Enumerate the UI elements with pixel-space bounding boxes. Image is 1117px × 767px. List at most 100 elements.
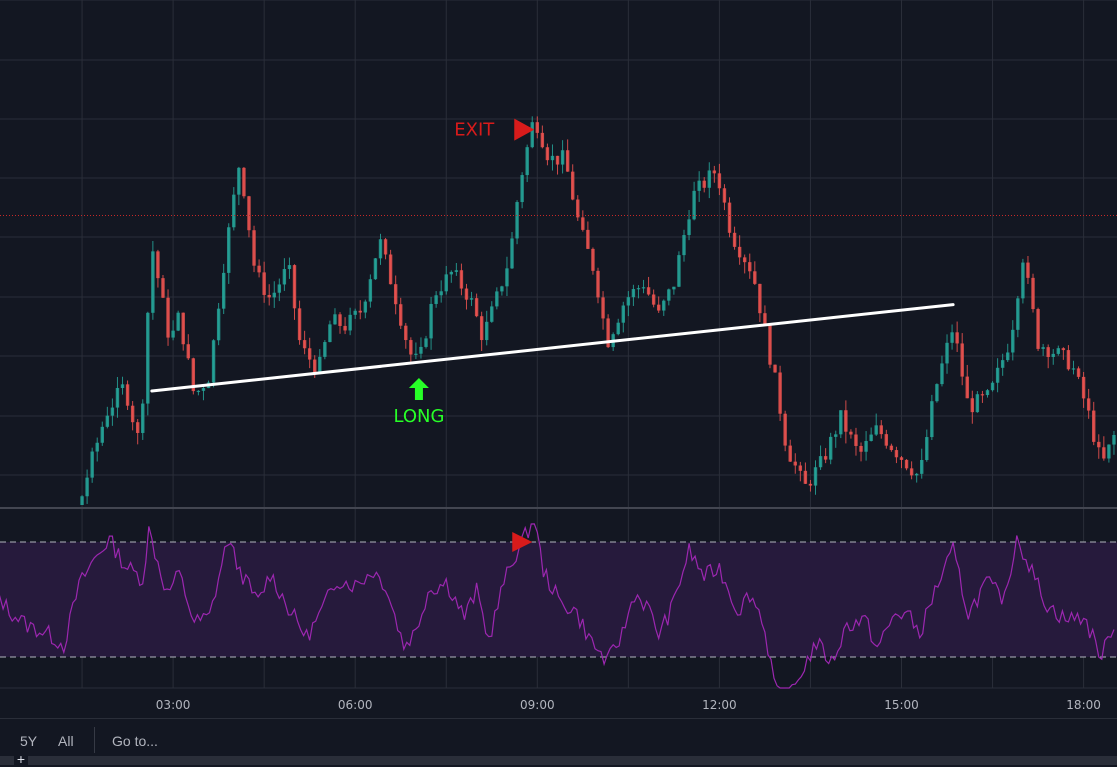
candle-body (146, 312, 150, 404)
candle-body (864, 440, 868, 452)
candle-body (540, 132, 545, 148)
candle-body (1092, 410, 1096, 442)
candle-body (373, 258, 378, 280)
candle-body (414, 353, 418, 355)
candle-body (115, 388, 120, 408)
candle-body (1011, 329, 1015, 353)
candle-body (985, 390, 990, 396)
candle-body (884, 434, 889, 446)
candle-body (196, 390, 201, 393)
candle-body (808, 483, 813, 486)
candle-body (990, 382, 995, 391)
candle-body (393, 284, 398, 305)
candle-body (252, 230, 256, 266)
candle-body (641, 287, 646, 289)
candle-body (232, 194, 236, 228)
candle-body (227, 227, 231, 273)
candle-body (1081, 376, 1086, 399)
rsi-band (0, 542, 1117, 657)
exit-label: EXIT (454, 120, 495, 141)
candle-body (287, 265, 292, 270)
candle-body (940, 363, 944, 385)
rsi-line (0, 523, 1115, 689)
candle-body (166, 297, 170, 338)
candle-body (338, 314, 342, 326)
candle-body (854, 434, 858, 446)
candle-body (950, 332, 954, 343)
candle-body (267, 294, 271, 298)
candle-body (631, 289, 636, 298)
candle-body (839, 410, 843, 435)
candle-body (889, 445, 894, 451)
candle-body (1107, 444, 1111, 459)
candle-body (960, 343, 964, 377)
candle-body (899, 457, 904, 460)
time-tick-label: 18:00 (1066, 698, 1101, 712)
candle-body (358, 310, 362, 313)
candle-body (186, 344, 190, 359)
candle-body (424, 338, 428, 347)
candle-body (823, 456, 828, 460)
time-tick-label: 15:00 (884, 698, 919, 712)
candle-body (262, 272, 266, 295)
candle-body (1061, 348, 1066, 351)
candle-body (925, 437, 929, 460)
range-all-button[interactable]: All (58, 733, 74, 749)
candle-body (904, 459, 909, 469)
candle-body (930, 401, 934, 438)
candle-body (1046, 347, 1050, 357)
candle-body (717, 173, 722, 189)
candle-body (80, 496, 84, 505)
candle-body (995, 367, 1000, 383)
candle-body (353, 310, 357, 315)
candle-body (277, 284, 282, 293)
candle-body (474, 298, 479, 317)
candle-body (485, 321, 489, 341)
exit-marker-icon (514, 118, 535, 141)
timeline-scrollbar[interactable] (0, 756, 1117, 765)
candles (80, 116, 1116, 505)
candle-body (803, 470, 808, 484)
candle-body (571, 171, 575, 200)
time-axis: 03:00 06:00 09:00 12:00 15:00 18:00 (156, 698, 1101, 712)
candle-body (1051, 353, 1055, 357)
time-tick-label: 03:00 (156, 698, 191, 712)
candle-body (500, 286, 504, 292)
candle-body (748, 262, 752, 272)
candle-body (176, 312, 180, 331)
candle-body (636, 288, 641, 290)
candle-body (307, 348, 312, 360)
candle-body (687, 219, 691, 236)
candle-body (1031, 277, 1035, 310)
candle-body (297, 308, 302, 341)
candle-body (237, 167, 241, 195)
range-5y-button[interactable]: 5Y (20, 733, 38, 749)
candle-body (318, 356, 322, 373)
candle-body (732, 232, 737, 247)
candle-body (980, 394, 985, 396)
candle-body (171, 330, 175, 338)
candle-body (697, 180, 701, 191)
add-icon[interactable]: + (14, 752, 28, 766)
candle-body (560, 150, 565, 165)
candle-body (247, 196, 251, 231)
chart-canvas[interactable]: 03:00 06:00 09:00 12:00 15:00 18:00 LONG EXIT (0, 0, 1117, 718)
candle-body (429, 303, 433, 339)
candle-body (672, 286, 676, 290)
candle-body (550, 155, 555, 161)
candle-body (110, 407, 115, 416)
candle-body (444, 274, 448, 292)
time-tick-label: 06:00 (338, 698, 373, 712)
candle-body (495, 291, 499, 307)
goto-button[interactable]: Go to... (112, 733, 158, 749)
candle-body (419, 346, 423, 354)
candle-body (409, 340, 413, 355)
candle-body (515, 202, 519, 239)
candle-body (469, 298, 474, 300)
candle-body (975, 394, 980, 413)
candle-body (404, 325, 408, 341)
candle-body (682, 235, 686, 256)
candle-body (555, 155, 560, 165)
candle-body (1071, 368, 1076, 370)
